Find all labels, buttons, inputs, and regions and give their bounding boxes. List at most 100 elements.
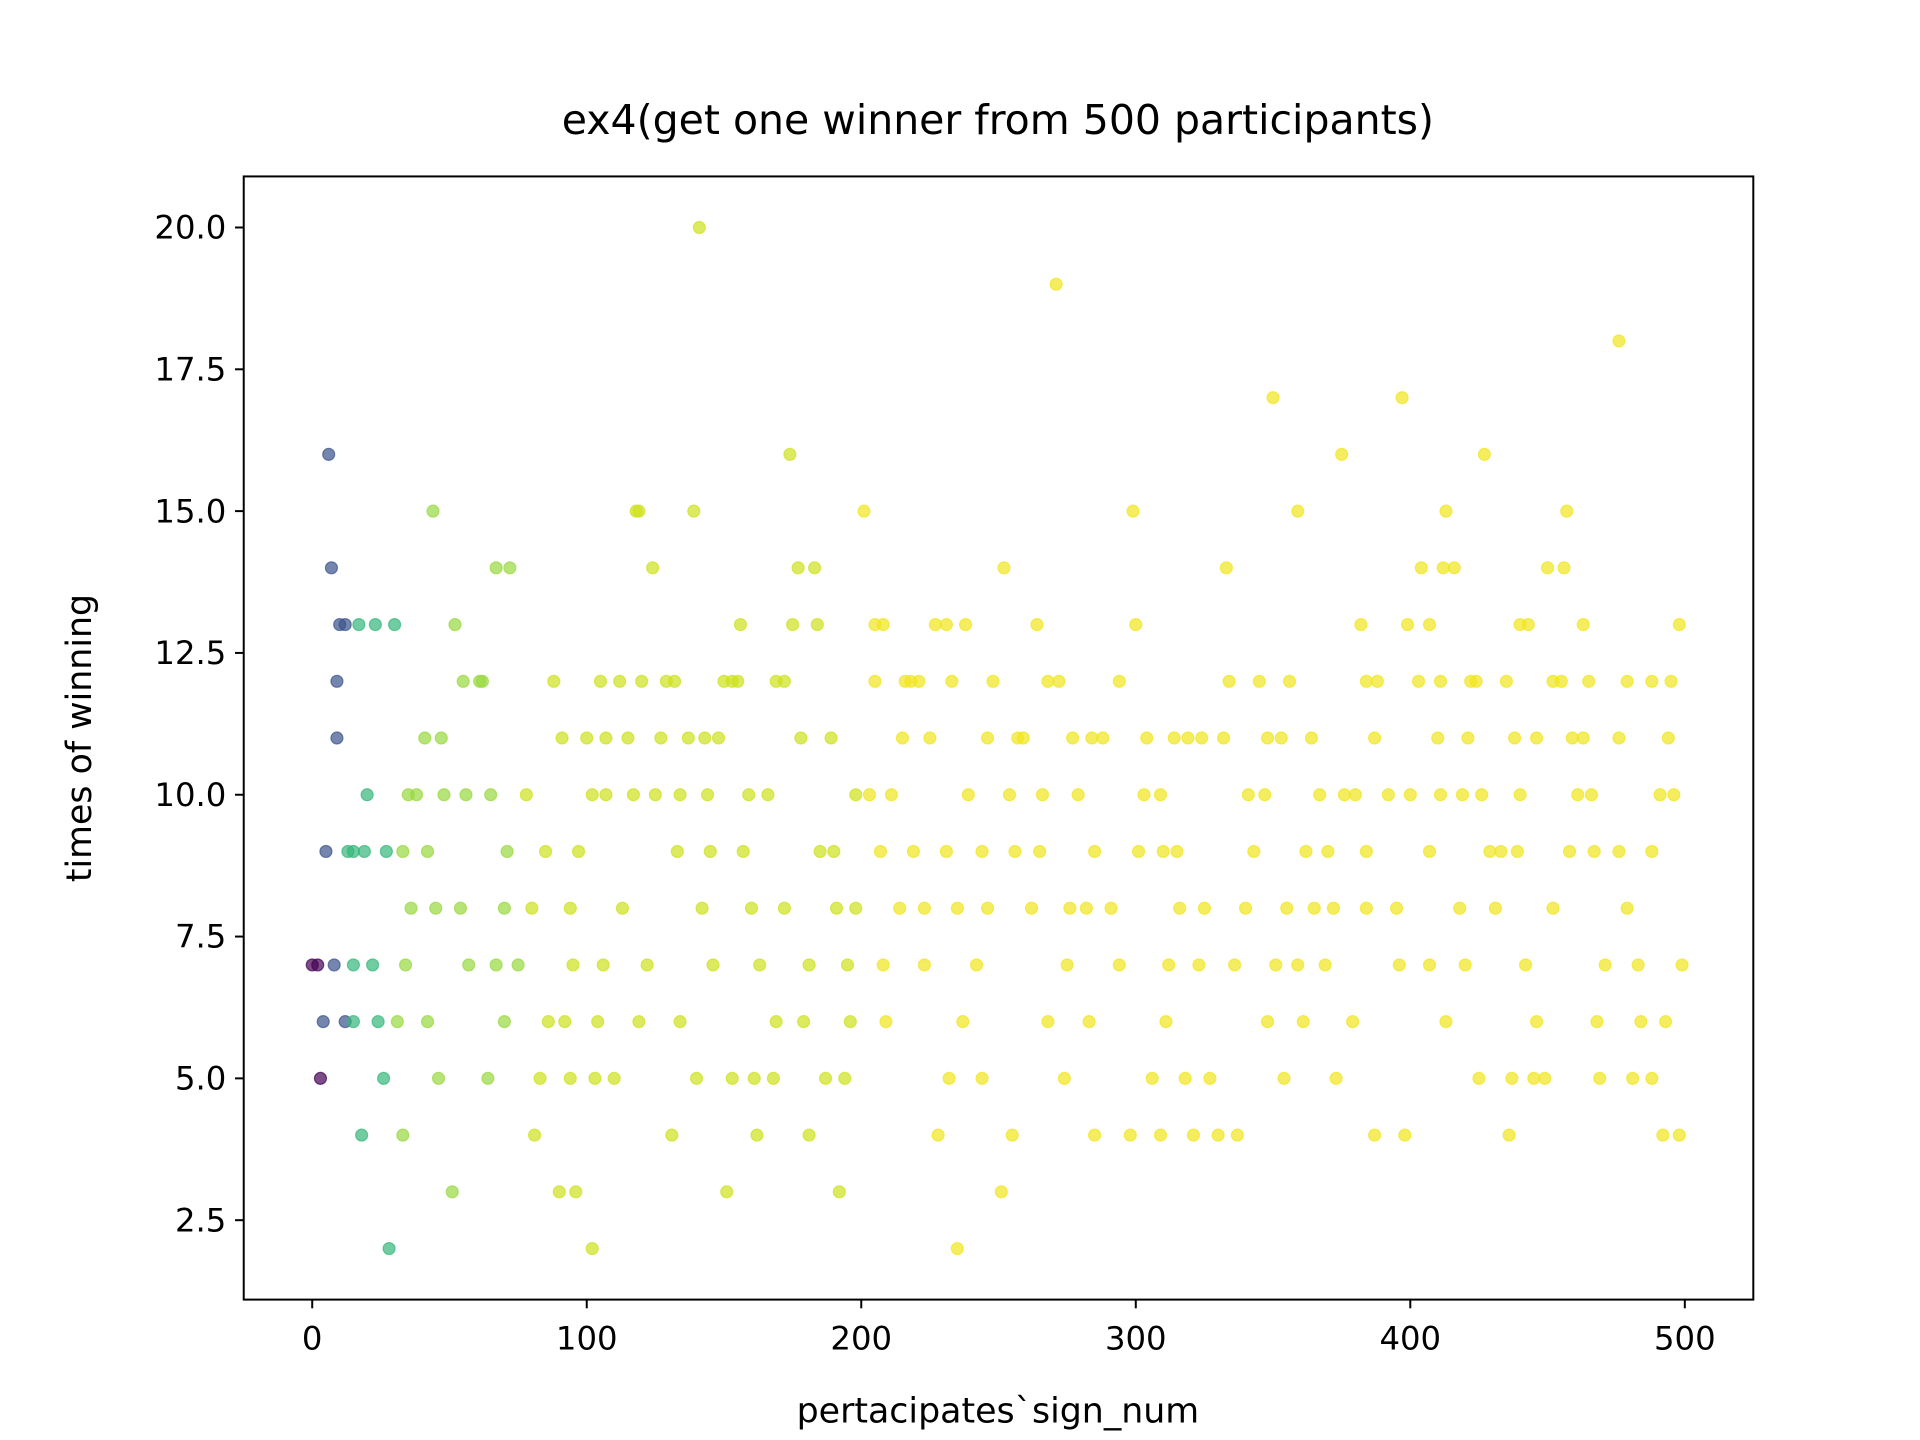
scatter-point bbox=[829, 901, 844, 915]
scatter-point bbox=[368, 617, 382, 632]
scatter-point bbox=[615, 901, 630, 915]
scatter-point bbox=[1513, 788, 1527, 802]
scatter-point bbox=[371, 1015, 385, 1029]
scatter-point bbox=[1129, 617, 1143, 632]
scatter-point bbox=[1162, 958, 1176, 972]
scatter-point bbox=[1329, 1071, 1343, 1085]
scatter-point bbox=[1326, 901, 1341, 915]
scatter-point bbox=[453, 901, 468, 915]
scatter-point bbox=[1296, 1015, 1310, 1029]
scatter-point bbox=[541, 1015, 555, 1029]
scatter-point bbox=[1392, 958, 1406, 972]
scatter-point bbox=[330, 674, 344, 688]
scatter-point bbox=[387, 617, 402, 632]
scatter-point bbox=[1554, 674, 1568, 688]
scatter-point bbox=[580, 731, 594, 745]
scatter-point bbox=[1217, 731, 1231, 745]
scatter-point bbox=[481, 1071, 495, 1085]
scatter-point bbox=[1538, 1071, 1552, 1085]
scatter-point bbox=[511, 958, 525, 972]
scatter-point bbox=[503, 561, 517, 575]
scatter-point bbox=[827, 844, 841, 859]
scatter-point bbox=[563, 1071, 577, 1085]
scatter-point bbox=[994, 1185, 1008, 1199]
scatter-point bbox=[1505, 1071, 1519, 1085]
scatter-point bbox=[783, 447, 797, 461]
scatter-point bbox=[1455, 788, 1470, 802]
scatter-point bbox=[1186, 1128, 1201, 1142]
scatter-point bbox=[1395, 391, 1409, 405]
scatter-point bbox=[437, 788, 451, 802]
scatter-point bbox=[1354, 617, 1368, 632]
scatter-point bbox=[1557, 561, 1571, 575]
y-tick-label: 2.5 bbox=[175, 1201, 226, 1239]
scatter-point bbox=[1337, 788, 1351, 802]
x-tick-label: 200 bbox=[830, 1319, 892, 1357]
scatter-point bbox=[1085, 731, 1099, 745]
scatter-point bbox=[1195, 731, 1209, 745]
scatter-point bbox=[1071, 788, 1085, 802]
scatter-point bbox=[711, 731, 726, 745]
scatter-point bbox=[1252, 674, 1266, 688]
scatter-point bbox=[319, 844, 333, 859]
scatter-point bbox=[1672, 617, 1686, 632]
scatter-point bbox=[906, 844, 921, 859]
scatter-point bbox=[873, 844, 888, 859]
scatter-point bbox=[1005, 1128, 1019, 1142]
scatter-point bbox=[1422, 958, 1437, 972]
scatter-point bbox=[802, 958, 816, 972]
y-tick-label: 17.5 bbox=[154, 350, 226, 388]
scatter-point bbox=[997, 561, 1011, 575]
scatter-point bbox=[566, 958, 580, 972]
y-tick-label: 7.5 bbox=[175, 918, 226, 956]
scatter-point bbox=[316, 1015, 330, 1029]
scatter-point bbox=[585, 788, 599, 802]
scatter-point bbox=[1634, 1015, 1648, 1029]
scatter-point bbox=[1228, 958, 1242, 972]
scatter-point bbox=[360, 788, 374, 802]
x-tick-label: 300 bbox=[1105, 1319, 1167, 1357]
scatter-point bbox=[1112, 674, 1126, 688]
scatter-point bbox=[390, 1015, 404, 1029]
scatter-point bbox=[1590, 1015, 1604, 1029]
scatter-point bbox=[945, 674, 959, 688]
scatter-point bbox=[1453, 901, 1467, 915]
scatter-point bbox=[1620, 901, 1634, 915]
scatter-point bbox=[1359, 674, 1373, 688]
scatter-point bbox=[1368, 731, 1382, 745]
scatter-point bbox=[868, 674, 882, 688]
scatter-point bbox=[923, 731, 937, 745]
scatter-point bbox=[1519, 958, 1533, 972]
scatter-point bbox=[1088, 1128, 1102, 1142]
scatter-point bbox=[961, 788, 975, 802]
scatter-point bbox=[1560, 504, 1574, 518]
scatter-point bbox=[1494, 844, 1508, 859]
scatter-point bbox=[547, 674, 561, 688]
scatter-point bbox=[398, 958, 413, 972]
scatter-point bbox=[1060, 958, 1074, 972]
scatter-point bbox=[525, 901, 539, 915]
scatter-point bbox=[445, 1185, 459, 1199]
scatter-point bbox=[1269, 958, 1283, 972]
scatter-point bbox=[1222, 674, 1236, 688]
y-tick-label: 5.0 bbox=[175, 1060, 226, 1098]
scatter-point bbox=[1411, 674, 1426, 688]
scatter-point bbox=[1096, 731, 1110, 745]
scatter-point bbox=[1291, 958, 1305, 972]
scatter-point bbox=[1057, 1071, 1071, 1085]
scatter-point bbox=[429, 901, 443, 915]
scatter-point bbox=[975, 844, 989, 859]
scatter-point bbox=[1436, 561, 1450, 575]
scatter-point bbox=[1400, 617, 1415, 632]
scatter-point bbox=[1112, 958, 1126, 972]
scatter-point bbox=[1502, 1128, 1516, 1142]
scatter-point bbox=[1052, 674, 1066, 688]
scatter-point bbox=[667, 674, 682, 688]
scatter-point bbox=[1656, 1128, 1670, 1142]
scatter-point bbox=[761, 788, 775, 802]
scatter-point bbox=[1389, 901, 1404, 915]
scatter-point bbox=[1197, 901, 1211, 915]
scatter-point bbox=[1247, 844, 1261, 859]
scatter-point bbox=[975, 1071, 989, 1085]
